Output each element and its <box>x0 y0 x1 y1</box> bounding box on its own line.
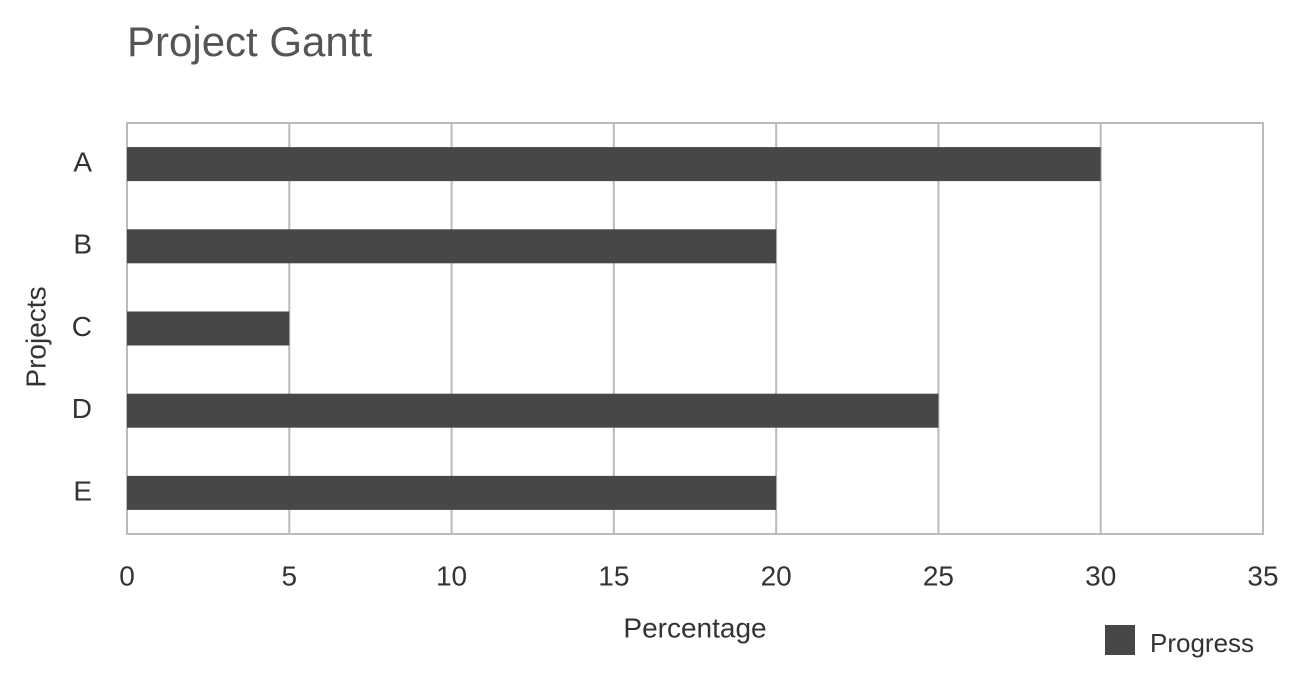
bar <box>127 229 777 264</box>
bar <box>127 311 290 346</box>
y-axis-label: Projects <box>20 286 51 387</box>
x-tick-label: 0 <box>119 560 135 591</box>
x-tick-label: 25 <box>923 560 954 591</box>
y-tick-label: B <box>73 229 92 260</box>
x-tick-label: 10 <box>436 560 467 591</box>
x-tick-label: 5 <box>281 560 297 591</box>
x-tick-label: 35 <box>1247 560 1278 591</box>
bar <box>127 393 939 428</box>
x-tick-label: 20 <box>761 560 792 591</box>
bar <box>127 475 777 510</box>
x-axis-label: Percentage <box>623 612 766 643</box>
chart-title: Project Gantt <box>127 18 372 65</box>
y-tick-label: C <box>72 311 92 342</box>
legend-swatch <box>1105 625 1135 655</box>
y-tick-label: A <box>73 146 92 177</box>
x-tick-label: 30 <box>1085 560 1116 591</box>
x-tick-label: 15 <box>598 560 629 591</box>
y-tick-label: E <box>73 475 92 506</box>
legend-label: Progress <box>1150 628 1254 658</box>
bar <box>127 147 1101 182</box>
plot-frame <box>126 122 1264 535</box>
y-tick-label: D <box>72 393 92 424</box>
